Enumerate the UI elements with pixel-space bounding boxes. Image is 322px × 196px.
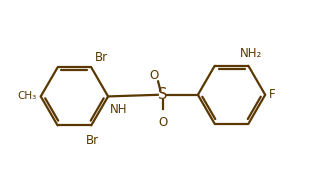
Text: F: F — [269, 88, 276, 101]
Text: O: O — [149, 69, 158, 82]
Text: Br: Br — [86, 134, 99, 147]
Text: CH₃: CH₃ — [18, 91, 37, 101]
Text: Br: Br — [94, 51, 108, 64]
Text: NH₂: NH₂ — [240, 47, 262, 60]
Text: S: S — [158, 87, 167, 102]
Text: NH: NH — [110, 103, 127, 116]
Text: O: O — [158, 116, 167, 129]
